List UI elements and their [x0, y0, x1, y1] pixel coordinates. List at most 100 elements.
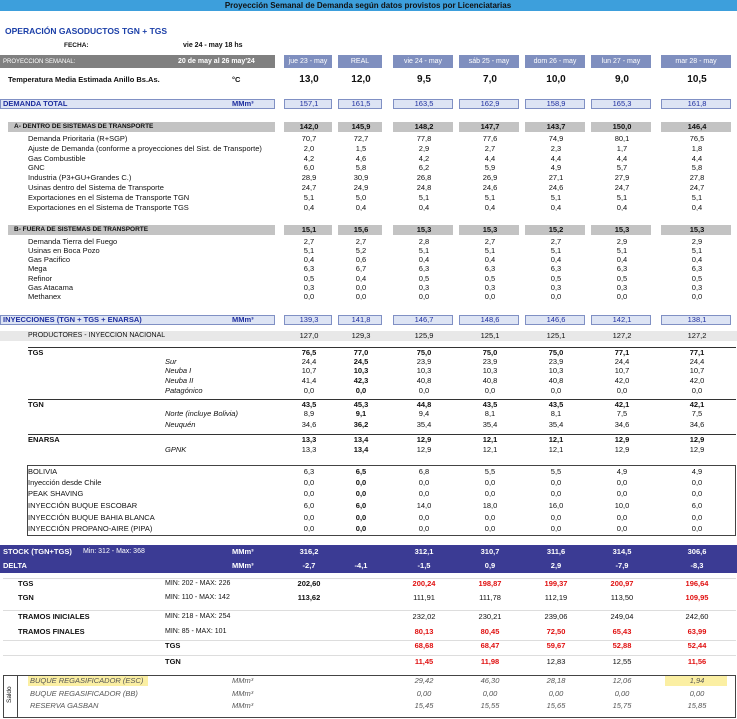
cell-value: 10,0 — [546, 74, 566, 85]
total-cell — [591, 315, 651, 325]
cell-value: 0,0 — [303, 524, 315, 533]
highlight — [665, 676, 727, 686]
cell-value: 14,0 — [416, 501, 432, 510]
group-rule — [28, 347, 736, 348]
cell-value: 65,43 — [612, 627, 632, 636]
cell-value: 198,87 — [478, 579, 502, 588]
cell-value: 0,0 — [303, 478, 315, 487]
row-rule — [3, 578, 736, 579]
cell-value: 0,0 — [616, 292, 628, 301]
cell-value: 27,9 — [614, 173, 630, 182]
cell-value: 12,9 — [689, 435, 705, 444]
cell-value: 40,8 — [416, 376, 432, 385]
cell-value: 0,5 — [484, 274, 496, 283]
row-label: Neuquén — [165, 420, 196, 429]
cell-value: 10,0 — [614, 501, 630, 510]
cell-value: 9,1 — [355, 409, 367, 418]
cell-value: 75,0 — [548, 348, 564, 357]
row-label: Gas Atacama — [28, 283, 74, 292]
saldo-box — [3, 675, 736, 718]
cell-value: 4,6 — [355, 154, 367, 163]
section-cell — [661, 122, 731, 132]
cell-value: 4,2 — [303, 154, 315, 163]
cell-value: 42,1 — [689, 400, 705, 409]
total-cell — [661, 315, 731, 325]
title-bar — [0, 0, 737, 11]
row-label: TRAMOS INICIALES — [18, 612, 90, 621]
cell-value: 249,04 — [610, 612, 634, 621]
cell-value: 80,1 — [614, 134, 630, 143]
cell-value: 9,0 — [615, 74, 629, 85]
total-cell — [284, 99, 332, 109]
row-label: B- FUERA DE SISTEMAS DE TRANSPORTE — [14, 226, 149, 233]
cell-value: 7,5 — [691, 409, 703, 418]
cell-value: 34,6 — [301, 420, 317, 429]
cell-value: 41,4 — [301, 376, 317, 385]
cell-value: 0,5 — [691, 274, 703, 283]
cell-value: 5,1 — [303, 193, 315, 202]
total-cell — [338, 315, 382, 325]
cell-value: 15,45 — [414, 701, 434, 710]
cell-value: 4,4 — [616, 154, 628, 163]
saldo-divider — [17, 675, 18, 718]
cell-value: 0,4 — [418, 203, 430, 212]
cell-value: 77,0 — [353, 348, 369, 357]
total-band — [0, 99, 275, 109]
cell-value: 24,9 — [353, 183, 369, 192]
cell-value: 127,2 — [612, 331, 632, 340]
total-cell — [393, 99, 453, 109]
row-unit: MMm³ — [232, 701, 254, 710]
row-label: TGS — [28, 348, 44, 357]
column-header: mar 28 - may — [675, 57, 717, 65]
cell-value: 10,3 — [482, 366, 498, 375]
cell-value: 77,8 — [416, 134, 432, 143]
cell-value: 0,0 — [484, 292, 496, 301]
row-label: ENARSA — [28, 435, 60, 444]
cell-value: 165,3 — [612, 99, 632, 108]
cell-value: 0,4 — [484, 255, 496, 264]
cell-value: 24,4 — [614, 357, 630, 366]
cell-value: 0,0 — [355, 283, 367, 292]
cell-value: 0,6 — [355, 255, 367, 264]
highlight — [28, 676, 148, 686]
row-label: Temperatura Media Estimada Anillo Bs.As. — [8, 75, 160, 84]
cell-value: 162,9 — [480, 99, 500, 108]
cell-value: 6,3 — [550, 264, 562, 273]
header-band — [0, 55, 275, 68]
cell-value: 24,5 — [353, 357, 369, 366]
cell-value: 11,56 — [687, 657, 707, 666]
cell-value: 2,9 — [616, 237, 628, 246]
cell-value: 15,1 — [301, 225, 317, 234]
cell-value: 2,7 — [303, 237, 315, 246]
cell-value: 6,3 — [303, 264, 315, 273]
cell-value: 80,45 — [480, 627, 500, 636]
cell-value: 13,3 — [301, 435, 317, 444]
fecha-label: FECHA: — [64, 42, 89, 49]
cell-value: 145,9 — [351, 122, 371, 131]
cell-value: 42,1 — [614, 400, 630, 409]
cell-value: 0,00 — [548, 689, 564, 698]
cell-value: 127,2 — [687, 331, 707, 340]
cell-value: 113,50 — [610, 593, 634, 602]
row-label: RESERVA GASBAN — [30, 701, 99, 710]
column-header: lun 27 - may — [601, 57, 641, 65]
row-label: Usinas en Boca Pozo — [28, 246, 100, 255]
cell-value: 4,9 — [616, 467, 628, 476]
cell-value: 1,7 — [616, 144, 628, 153]
cell-value: 6,0 — [303, 163, 315, 172]
total-cell — [661, 99, 731, 109]
row-note: MIN: 110 - MAX: 142 — [165, 594, 230, 601]
cell-value: 0,4 — [616, 203, 628, 212]
cell-value: 5,9 — [484, 163, 496, 172]
cell-value: 15,3 — [416, 225, 432, 234]
cell-value: 13,4 — [353, 445, 369, 454]
cell-value: 5,5 — [484, 467, 496, 476]
section-cell — [393, 122, 453, 132]
row-label: Neuba I — [165, 366, 192, 375]
total-cell — [338, 99, 382, 109]
cell-value: 5,1 — [418, 246, 430, 255]
cell-value: 6,5 — [355, 467, 367, 476]
cell-value: 11,45 — [414, 657, 434, 666]
cell-value: 0,0 — [355, 524, 367, 533]
cell-value: 28,18 — [546, 676, 566, 685]
